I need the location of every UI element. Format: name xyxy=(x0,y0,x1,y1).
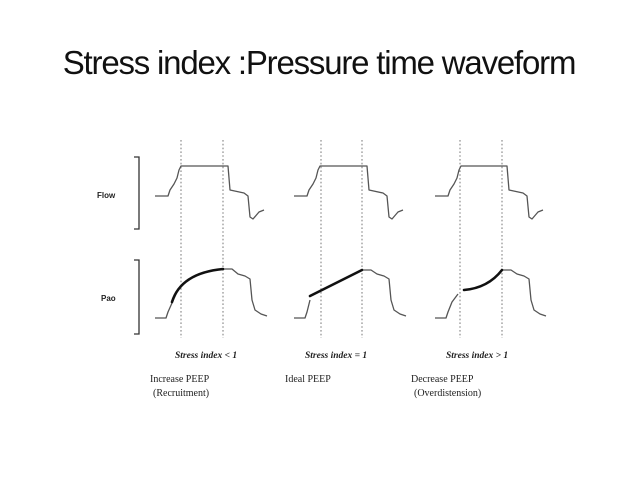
pao-row-bracket xyxy=(134,259,140,335)
panel-3-pressure-curve xyxy=(462,268,504,292)
panel-1-caption-line2: (Recruitment) xyxy=(153,388,209,399)
flow-row-bracket xyxy=(134,156,140,230)
panel-stress-index-lt-1: Stress index < 1 Increase PEEP (Recruitm… xyxy=(150,140,268,399)
slide-title: Stress index :Pressure time waveform xyxy=(62,44,577,81)
panel-3-stress-label: Stress index > 1 xyxy=(446,351,508,361)
panel-1-caption-line1: Increase PEEP xyxy=(150,374,210,385)
panel-2-stress-label: Stress index = 1 xyxy=(305,351,367,361)
pao-row-label: Pao xyxy=(101,294,116,303)
panel-2-pressure-waveform xyxy=(294,269,407,319)
panel-3-caption-line2: (Overdistension) xyxy=(414,388,481,399)
flow-row-label: Flow xyxy=(97,191,116,200)
panel-3-pressure-waveform xyxy=(435,269,547,319)
panel-3-flow-waveform xyxy=(435,165,544,220)
panel-1-pressure-curve xyxy=(170,267,225,304)
panel-2-flow-waveform xyxy=(294,165,404,220)
panel-1-stress-label: Stress index < 1 xyxy=(175,351,237,361)
panel-2-caption-line1: Ideal PEEP xyxy=(285,374,331,385)
panel-2-pressure-curve xyxy=(308,268,364,298)
panel-1-flow-waveform xyxy=(155,165,265,220)
panel-3-caption-line1: Decrease PEEP xyxy=(411,374,474,385)
panel-stress-index-gt-1: Stress index > 1 Decrease PEEP (Overdist… xyxy=(411,140,547,399)
panel-1-pressure-waveform xyxy=(155,268,268,319)
panel-stress-index-eq-1: Stress index = 1 Ideal PEEP xyxy=(285,140,407,385)
